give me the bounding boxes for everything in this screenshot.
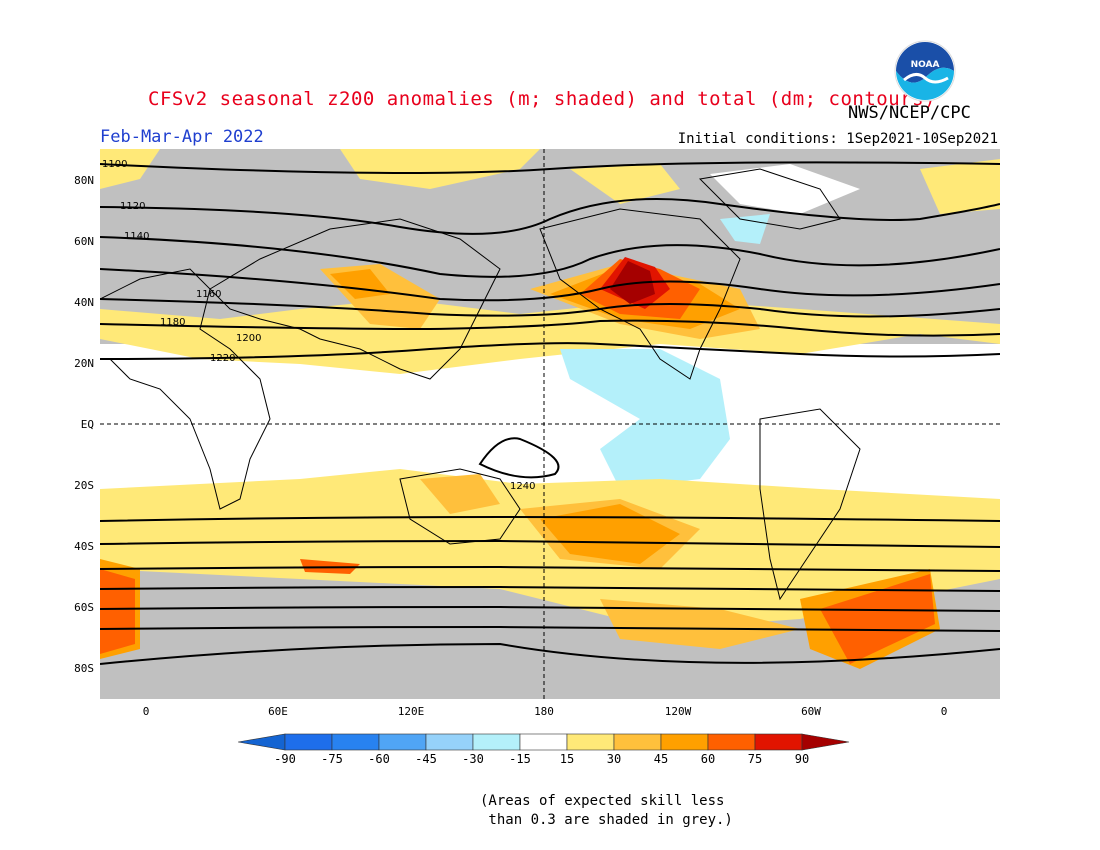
colorbar-label: 75 (747, 752, 763, 766)
colorbar-label: 15 (559, 752, 575, 766)
anomaly-positive-30 (600, 599, 800, 649)
anomaly-positive-30 (420, 474, 500, 514)
lon-label: 60E (268, 705, 288, 718)
lon-label: 0 (142, 705, 150, 718)
lon-label: 120W (664, 705, 692, 718)
contour-label: 1140 (124, 231, 149, 242)
colorbar-label: -75 (321, 752, 343, 766)
coastlines (100, 168, 861, 601)
colorbar (238, 733, 850, 751)
lon-label: 180 (534, 705, 554, 718)
agency-label: NWS/NCEP/CPC (848, 103, 971, 123)
lon-label: 120E (397, 705, 425, 718)
colorbar-cell (754, 733, 803, 751)
colorbar-label: 60 (700, 752, 716, 766)
lat-label: 40S (74, 540, 94, 553)
anomaly-positive-60 (820, 574, 935, 664)
colorbar-label: -45 (415, 752, 437, 766)
lat-label: 60N (74, 235, 94, 248)
anomaly-positive-15 (920, 159, 1000, 214)
colorbar-cell (238, 733, 286, 751)
svg-text:NOAA: NOAA (911, 60, 940, 70)
colorbar-cell (613, 733, 662, 751)
colorbar-cell (472, 733, 521, 751)
colorbar-label: 45 (653, 752, 669, 766)
anomaly-positive-60 (100, 569, 135, 654)
contour-label: 1160 (196, 289, 221, 300)
colorbar-cell (566, 733, 615, 751)
lat-label: 20N (74, 357, 94, 370)
colorbar-label: 30 (606, 752, 622, 766)
anomaly-positive-15 (710, 164, 860, 214)
height-contours (100, 161, 1000, 665)
colorbar-cell (707, 733, 756, 751)
lat-label: 60S (74, 601, 94, 614)
colorbar-cell (331, 733, 380, 751)
colorbar-cell (660, 733, 709, 751)
lat-label: 40N (74, 296, 94, 309)
contour-label: 1120 (120, 201, 145, 212)
noaa-logo-icon: NOAA (894, 40, 956, 102)
contour-label: 1100 (102, 159, 127, 170)
contour-label: 1240 (510, 481, 535, 492)
colorbar-cell (425, 733, 474, 751)
anomaly-positive-45 (540, 504, 680, 564)
initial-conditions-label: Initial conditions: 1Sep2021-10Sep2021 (677, 131, 998, 147)
colorbar-label: -15 (509, 752, 531, 766)
anomaly-map: 1100 1120 1140 1160 1180 1200 1220 1240 (100, 149, 1000, 699)
anomaly-positive-15 (570, 164, 680, 204)
anomaly-positive-15 (340, 149, 540, 189)
anomaly-negative-15 (560, 349, 730, 489)
colorbar-label: -60 (368, 752, 390, 766)
colorbar-cell (378, 733, 427, 751)
lat-label: EQ (80, 418, 94, 431)
colorbar-label: -90 (274, 752, 296, 766)
map-title: CFSv2 seasonal z200 anomalies (m; shaded… (148, 88, 936, 110)
lon-label: 60W (801, 705, 821, 718)
colorbar-cell (801, 733, 850, 751)
colorbar-cell (284, 733, 333, 751)
lon-label: 0 (940, 705, 948, 718)
colorbar-cell (519, 733, 568, 751)
lat-label: 20S (74, 479, 94, 492)
contour-label: 1200 (236, 333, 261, 344)
contour-label: 1180 (160, 317, 185, 328)
contour-label: 1220 (210, 353, 235, 364)
skill-note: (Areas of expected skill less than 0.3 a… (480, 793, 733, 828)
lat-label: 80N (74, 174, 94, 187)
season-label: Feb-Mar-Apr 2022 (100, 127, 264, 147)
lat-label: 80S (74, 662, 94, 675)
colorbar-label: -30 (462, 752, 484, 766)
anomaly-positive-15 (100, 149, 160, 189)
colorbar-label: 90 (794, 752, 810, 766)
